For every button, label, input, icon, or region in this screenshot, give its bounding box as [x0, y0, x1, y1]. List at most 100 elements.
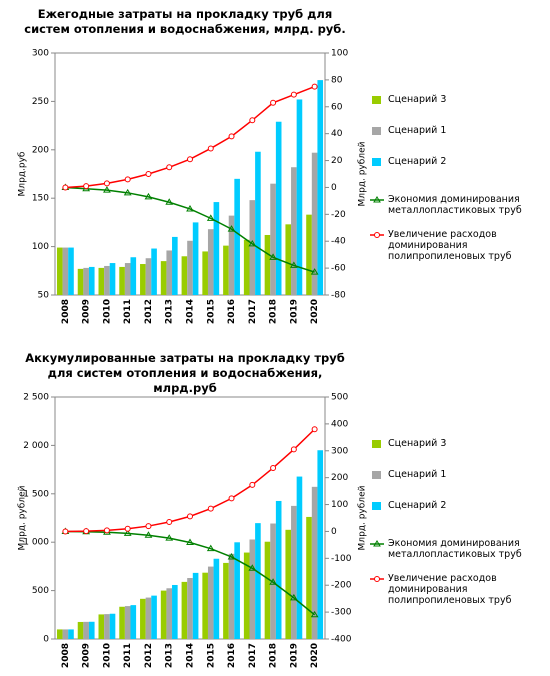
bar: [83, 621, 89, 639]
bar: [77, 621, 84, 639]
marker: [228, 133, 235, 140]
marker: [249, 117, 256, 124]
marker: [165, 534, 174, 541]
legend-swatch: [372, 440, 381, 448]
marker: [103, 527, 110, 534]
bar: [104, 265, 110, 295]
bar: [56, 247, 63, 295]
y2-tick-label: -300: [331, 608, 352, 618]
bar: [62, 629, 69, 639]
bar: [285, 224, 292, 295]
bar: [223, 562, 229, 639]
y2-tick-label: 60: [331, 102, 343, 112]
x-tick-label: 2009: [82, 299, 92, 324]
legend-marker: [374, 576, 380, 582]
y2-tick-label: -80: [331, 291, 346, 301]
legend-swatch: [372, 471, 381, 479]
legend-label: Сценарий 1: [388, 469, 447, 480]
legend-label: Сценарий 3: [388, 94, 447, 105]
bar: [151, 248, 157, 295]
bar: [192, 572, 199, 639]
x-tick-label: 2015: [206, 643, 216, 668]
x-tick-label: 2013: [165, 643, 175, 668]
y2-axis-label: Млрд. рублей: [358, 141, 368, 206]
bar: [124, 263, 131, 295]
bar: [275, 121, 282, 295]
bar: [98, 267, 105, 295]
legend-label: Сценарий 1: [388, 125, 447, 136]
marker: [62, 184, 69, 191]
bar: [160, 590, 167, 639]
marker: [248, 239, 257, 247]
bar: [213, 202, 220, 295]
marker: [227, 225, 236, 232]
chart-title: Аккумулированные затраты на прокладку тр…: [25, 351, 345, 395]
x-tick-label: 2010: [102, 299, 112, 324]
marker: [311, 426, 318, 433]
bar: [109, 613, 116, 639]
marker: [83, 528, 90, 535]
marker: [269, 253, 277, 260]
marker: [166, 519, 173, 526]
marker: [310, 268, 319, 275]
marker: [227, 553, 236, 560]
line: [65, 186, 315, 273]
marker: [145, 523, 152, 530]
legend-swatch: [372, 127, 381, 135]
legend-label: Сценарий 3: [388, 438, 447, 449]
bar: [207, 566, 214, 639]
legend-swatch: [372, 158, 381, 166]
y2-axis-label: Млрд. рублей: [358, 485, 368, 550]
y2-tick-label: 0: [331, 183, 337, 193]
marker: [290, 446, 297, 453]
y2-tick-label: 100: [331, 49, 348, 59]
bar: [192, 222, 199, 295]
x-tick-label: 2017: [248, 299, 258, 324]
y-tick-label: 250: [32, 97, 49, 107]
x-tick-label: 2019: [289, 299, 299, 324]
x-tick-label: 2020: [310, 643, 320, 668]
bar: [234, 178, 240, 295]
marker: [123, 529, 132, 536]
legend-marker: [374, 232, 380, 238]
y2-tick-label: 400: [331, 419, 348, 429]
bar: [264, 541, 271, 639]
bar: [202, 572, 208, 639]
bar: [145, 597, 152, 639]
marker: [269, 578, 277, 585]
y-tick-label: 300: [32, 49, 49, 59]
marker: [206, 214, 215, 221]
x-tick-label: 2014: [186, 643, 196, 668]
bar: [104, 614, 110, 639]
bar: [68, 629, 74, 639]
marker: [289, 261, 298, 268]
marker: [103, 186, 111, 193]
marker: [103, 180, 110, 187]
x-tick-label: 2019: [289, 643, 299, 668]
marker: [83, 183, 90, 190]
bar: [181, 256, 188, 295]
bar: [255, 523, 261, 639]
legend-label: Экономия доминирования металлопластиковы…: [388, 194, 522, 216]
bar: [243, 239, 250, 295]
bar: [296, 99, 303, 296]
bar: [228, 553, 235, 639]
legend-marker: [373, 196, 381, 203]
legend-label: Увеличение расходов доминирования полипр…: [388, 573, 512, 606]
bar: [83, 267, 89, 295]
y2-tick-label: -20: [331, 210, 346, 220]
bar: [166, 250, 173, 295]
y2-tick-label: -200: [331, 581, 352, 591]
bar: [119, 266, 125, 295]
bar: [275, 500, 282, 639]
x-tick-label: 2013: [165, 299, 175, 324]
y2-tick-label: 200: [331, 473, 348, 483]
x-tick-label: 2016: [227, 299, 237, 324]
marker: [270, 464, 277, 471]
bar: [306, 214, 312, 295]
y-tick-label: 100: [32, 242, 49, 252]
bar: [264, 234, 271, 295]
bar: [119, 606, 125, 639]
x-tick-label: 2016: [227, 643, 237, 668]
bar: [88, 266, 95, 295]
